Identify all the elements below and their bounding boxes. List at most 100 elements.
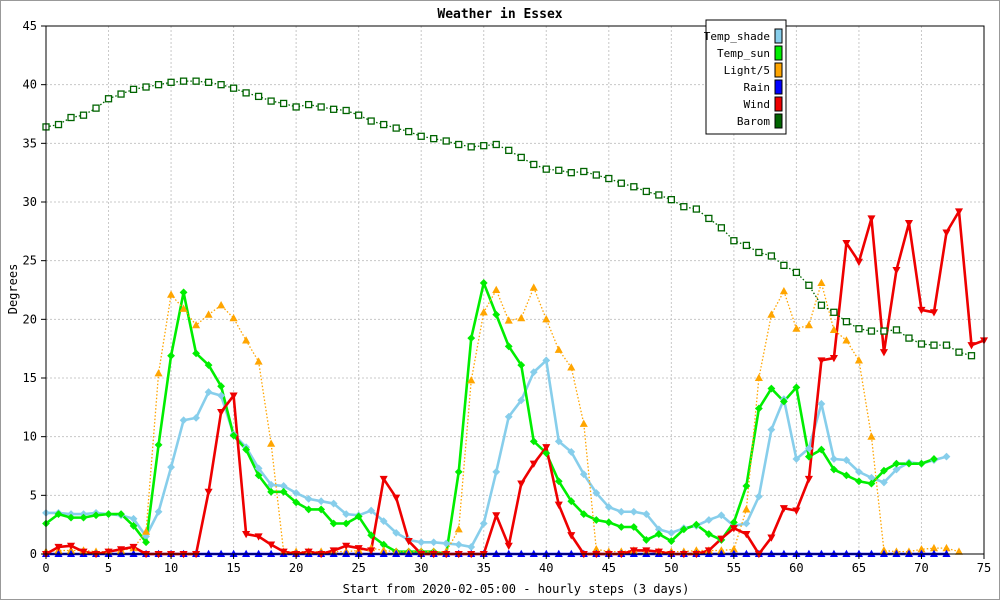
data-point-barom <box>167 78 175 86</box>
data-point-temp-sun <box>767 384 776 393</box>
data-point-barom <box>480 142 488 150</box>
legend-swatch-barom <box>774 113 783 129</box>
data-point-wind <box>967 342 976 350</box>
data-point-temp-sun <box>554 477 563 486</box>
data-point-wind <box>267 541 276 549</box>
data-point-barom <box>617 179 625 187</box>
data-point-temp-sun <box>317 505 326 514</box>
data-point-temp-sun <box>267 487 276 496</box>
data-point-wind <box>892 266 901 275</box>
data-point-temp-shade <box>154 507 163 516</box>
data-point-temp-shade <box>454 540 463 549</box>
x-tick-label: 70 <box>914 561 928 575</box>
data-point-barom <box>517 153 525 162</box>
data-point-temp-shade <box>204 388 213 396</box>
data-point-temp-sun <box>129 521 138 530</box>
x-tick-label: 60 <box>789 561 803 575</box>
data-point-temp-sun <box>930 455 938 463</box>
data-point-temp-shade <box>855 467 863 476</box>
data-point-temp-sun <box>779 397 788 406</box>
data-point-light-5 <box>492 285 501 294</box>
data-point-light-5 <box>579 419 588 427</box>
data-point-barom <box>667 196 675 204</box>
data-point-temp-sun <box>467 334 476 343</box>
data-point-wind <box>129 543 138 552</box>
data-point-temp-shade <box>804 444 813 453</box>
data-point-light-5 <box>167 290 176 298</box>
data-point-temp-sun <box>504 342 513 351</box>
data-point-wind <box>729 525 738 533</box>
data-point-temp-shade <box>529 368 538 377</box>
data-point-wind <box>204 488 213 497</box>
data-point-light-5 <box>804 320 813 329</box>
data-point-light-5 <box>142 527 151 535</box>
x-tick-label: 5 <box>105 561 112 575</box>
data-point-barom <box>229 84 238 92</box>
data-point-temp-shade <box>217 391 226 400</box>
data-point-barom <box>580 167 588 176</box>
data-point-light-5 <box>242 336 251 344</box>
y-axis-label: Degrees <box>6 264 20 315</box>
data-point-barom <box>880 327 888 335</box>
data-point-temp-sun <box>629 523 638 531</box>
data-point-barom <box>79 111 88 119</box>
data-point-wind <box>342 542 351 551</box>
data-point-barom <box>104 95 113 103</box>
data-point-barom <box>680 203 688 211</box>
data-point-barom <box>430 134 438 143</box>
x-tick-label: 45 <box>602 561 616 575</box>
data-point-barom <box>67 113 75 122</box>
data-point-barom <box>417 132 425 140</box>
data-point-barom <box>367 117 375 125</box>
data-point-barom <box>380 120 388 129</box>
data-point-barom <box>542 165 550 173</box>
data-point-barom <box>342 106 350 115</box>
data-point-wind <box>504 542 513 551</box>
data-point-light-5 <box>504 316 513 324</box>
data-point-temp-sun <box>229 431 238 440</box>
data-point-barom <box>855 325 863 333</box>
data-point-barom <box>330 105 338 113</box>
data-point-temp-shade <box>554 437 563 446</box>
data-point-barom <box>755 248 763 257</box>
legend-label-rain: Rain <box>744 81 771 94</box>
data-point-barom <box>767 252 776 260</box>
data-point-temp-shade <box>892 465 901 474</box>
legend-label-temp-sun: Temp_sun <box>717 47 770 60</box>
data-point-light-5 <box>517 313 526 322</box>
data-point-temp-sun <box>67 513 75 522</box>
data-point-wind <box>742 530 751 539</box>
data-point-temp-sun <box>254 471 263 480</box>
data-point-wind <box>517 480 526 488</box>
data-point-wind <box>904 220 914 228</box>
legend-swatch-temp-sun <box>774 45 783 61</box>
data-point-wind <box>217 408 226 417</box>
x-tick-label: 55 <box>727 561 741 575</box>
data-point-temp-sun <box>217 382 226 391</box>
data-point-wind <box>954 208 964 216</box>
legend-swatch-light-5 <box>774 62 783 78</box>
data-point-light-5 <box>817 278 826 287</box>
data-point-temp-sun <box>667 537 676 546</box>
data-point-light-5 <box>454 525 463 533</box>
data-point-temp-sun <box>855 477 863 486</box>
data-point-temp-shade <box>942 452 951 461</box>
data-point-temp-sun <box>842 471 851 480</box>
x-tick-label: 50 <box>664 561 678 575</box>
data-point-barom <box>605 174 613 183</box>
data-point-temp-sun <box>154 440 163 449</box>
data-point-barom <box>642 187 650 196</box>
data-point-barom <box>917 340 926 348</box>
data-point-light-5 <box>779 286 788 295</box>
data-point-temp-shade <box>367 506 376 515</box>
data-point-temp-sun <box>654 530 663 538</box>
data-point-wind <box>116 546 126 554</box>
data-point-wind <box>917 306 926 315</box>
data-point-barom <box>254 92 263 101</box>
data-point-temp-sun <box>867 479 876 488</box>
data-point-temp-shade <box>667 528 676 537</box>
data-point-temp-shade <box>329 499 338 508</box>
data-point-barom <box>317 103 325 111</box>
x-axis-label: Start from 2020-02-05:00 - hourly steps … <box>343 582 690 596</box>
